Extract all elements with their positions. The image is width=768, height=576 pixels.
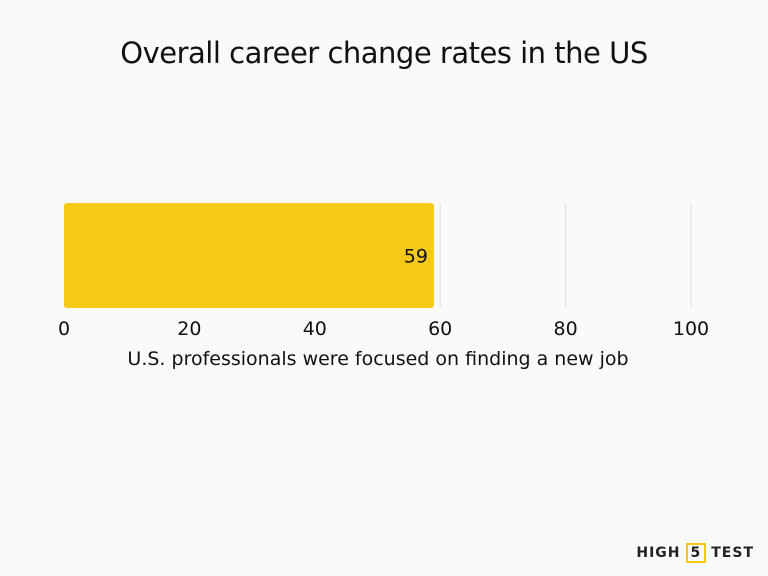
x-tick-label: 20 bbox=[177, 318, 201, 340]
logo-text-test: TEST bbox=[711, 545, 754, 561]
x-axis-label: U.S. professionals were focused on findi… bbox=[127, 348, 629, 370]
chart-title: Overall career change rates in the US bbox=[120, 36, 648, 70]
x-tick-label: 0 bbox=[58, 318, 70, 340]
bar-data-label: 59 bbox=[404, 246, 428, 268]
logo-text-high: HIGH bbox=[636, 545, 681, 561]
x-tick-label: 100 bbox=[673, 318, 709, 340]
x-tick-label: 80 bbox=[554, 318, 578, 340]
logo: HIGH 5 TEST bbox=[636, 543, 754, 563]
bar bbox=[64, 203, 434, 308]
logo-five-box: 5 bbox=[685, 543, 707, 563]
x-tick-label: 60 bbox=[428, 318, 452, 340]
x-tick-label: 40 bbox=[303, 318, 327, 340]
